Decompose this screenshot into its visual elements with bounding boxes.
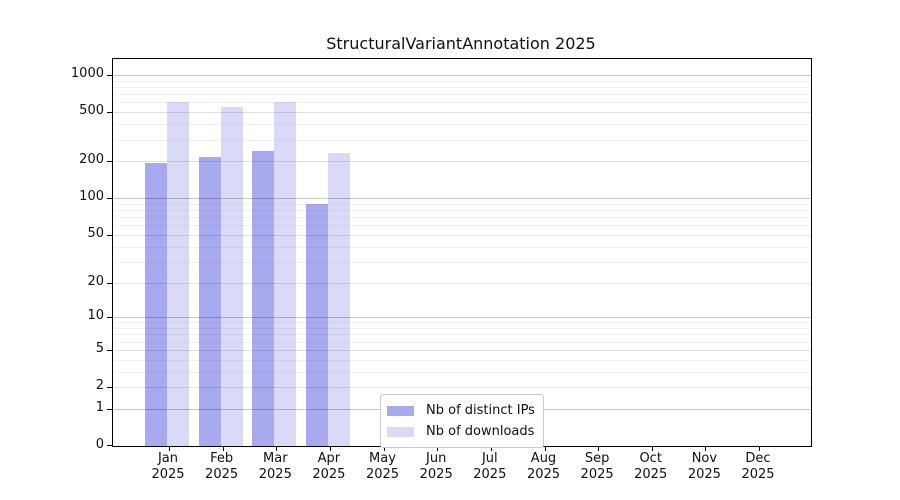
gridline [113,234,811,236]
x-tick [490,447,492,451]
y-tick [107,445,112,446]
gridline-major [113,317,811,319]
bar-downloads [220,107,243,446]
gridline-minor [113,94,811,96]
x-tick [222,447,224,451]
x-axis-tick-label: Aug 2025 [526,451,561,482]
bar-downloads [274,102,297,446]
x-tick [705,447,707,451]
x-tick [169,447,170,451]
x-axis-tick-label: Jan 2025 [151,451,185,482]
y-axis-tick-label: 50 [87,225,104,241]
gridline-minor [113,359,811,361]
gridline-minor [113,102,811,104]
bar-distinct-ips [145,162,167,446]
gridline-minor [113,246,811,248]
gridline-minor [113,203,811,205]
y-tick [107,282,112,284]
y-tick [107,112,112,114]
y-tick [107,349,112,351]
legend-label-downloads: Nb of downloads [426,424,535,439]
plot-area: Nb of distinct IPs Nb of downloads [107,58,812,451]
gridline [113,349,811,351]
x-tick [437,447,439,451]
x-axis-tick-label: Apr 2025 [312,451,346,482]
gridline-minor [113,341,811,343]
legend-label-distinct-ips: Nb of distinct IPs [426,403,535,418]
y-axis-tick-label: 5 [95,340,104,356]
legend-item-distinct-ips: Nb of distinct IPs [387,400,537,421]
x-tick [383,447,385,451]
x-axis-tick-label: Dec 2025 [741,451,775,482]
y-tick [107,317,112,319]
gridline-minor [113,124,811,126]
bar-distinct-ips [305,204,328,446]
legend-item-downloads: Nb of downloads [387,421,537,442]
y-axis-tick-label: 10 [87,308,104,324]
gridline-minor [113,87,811,88]
gridline-minor [113,80,811,82]
x-tick [598,447,600,451]
y-axis-tick-label: 200 [79,152,104,168]
x-axis-tick-label: Jun 2025 [419,451,453,482]
y-tick [107,387,112,388]
x-axis-tick-label: Oct 2025 [634,451,668,482]
gridline-minor [113,322,811,324]
gridline-minor [113,371,811,373]
legend-swatch-downloads [387,426,414,437]
gridline-minor [113,210,811,211]
x-axis-tick-label: Feb 2025 [205,451,239,482]
legend: Nb of distinct IPs Nb of downloads [380,394,544,448]
x-tick [651,447,653,451]
chart-title: StructuralVariantAnnotation 2025 [326,34,596,53]
x-axis-tick-label: Jul 2025 [473,451,507,482]
gridline-minor [113,261,811,263]
gridline-minor [113,328,811,329]
y-tick [107,75,112,76]
gridline [113,387,811,388]
bar-downloads [167,101,189,446]
legend-swatch-distinct-ips [387,405,414,416]
y-axis-tick-label: 0 [95,437,104,452]
gridline [113,282,811,284]
x-axis-tick-label: Sep 2025 [580,451,614,482]
x-tick [544,447,546,451]
y-axis-tick-label: 100 [79,189,104,205]
y-axis-tick-label: 1000 [70,66,104,81]
bar-distinct-ips [198,156,221,446]
x-axis-tick-label: Nov 2025 [687,451,721,482]
gridline [113,161,811,163]
gridline [113,112,811,114]
bar-distinct-ips [252,151,275,446]
y-tick [107,408,112,410]
y-axis-tick-label: 20 [87,273,104,289]
gridline-major [113,198,811,200]
y-axis-tick-label: 1 [95,399,104,415]
y-axis-tick-label: 2 [95,378,104,393]
x-axis-tick-label: Mar 2025 [258,451,292,482]
gridline-major [113,75,811,76]
gridline-minor [113,139,811,141]
x-tick [329,447,331,451]
gridline-minor [113,217,811,219]
x-tick [759,447,760,451]
y-tick [107,198,112,200]
x-tick [276,447,278,451]
y-tick [107,234,112,236]
gridline-minor [113,225,811,227]
y-tick [107,161,112,163]
x-axis-tick-label: May 2025 [365,451,400,482]
gridline-minor [113,334,811,336]
bar-downloads [327,152,350,446]
y-axis-tick-label: 500 [79,103,104,119]
